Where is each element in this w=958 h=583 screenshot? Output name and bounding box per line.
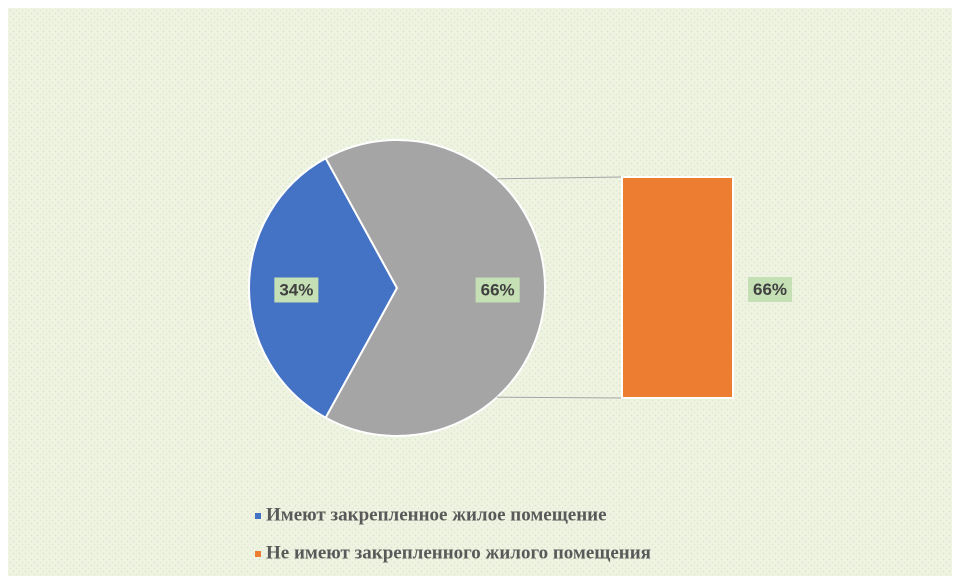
legend-label: Имеют закрепленное жилое помещение (266, 504, 607, 525)
pie-slice (324, 139, 546, 437)
data-label-background (475, 277, 520, 303)
data-label: 66% (753, 280, 787, 299)
data-label: 34% (279, 280, 313, 299)
legend-marker (255, 513, 261, 519)
data-label-background (274, 277, 319, 303)
data-label: 66% (481, 280, 515, 299)
bar-segment (621, 176, 734, 399)
connector-line (496, 176, 623, 180)
legend-label: Не имеют закрепленного жилого помещения (266, 542, 651, 563)
data-label-background (747, 276, 793, 302)
pie-slice (248, 156, 399, 420)
connector-line (496, 396, 623, 399)
legend-marker (255, 551, 261, 557)
